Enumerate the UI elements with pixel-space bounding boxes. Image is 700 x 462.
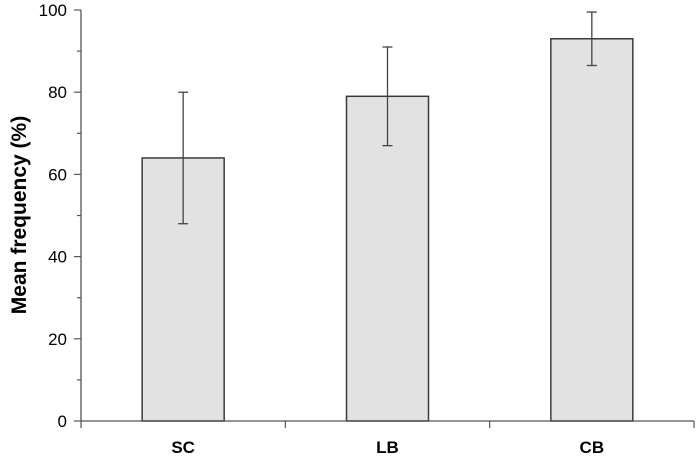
x-tick-label: LB	[376, 438, 399, 457]
bars-group	[141, 38, 634, 422]
y-tick-label: 100	[39, 1, 67, 20]
y-tick-label: 60	[48, 165, 67, 184]
bar-cb	[550, 38, 634, 422]
x-axis-labels: SC LB CB	[171, 438, 604, 457]
y-axis-title: Mean frequency (%)	[8, 116, 31, 314]
y-tick-label: 40	[48, 248, 67, 267]
y-axis-ticks: 0 20 40 60 80 100	[39, 1, 81, 431]
y-tick-label: 0	[58, 412, 67, 431]
x-tick-label: SC	[171, 438, 195, 457]
y-tick-label: 20	[48, 330, 67, 349]
error-bars-group	[178, 11, 597, 225]
axes-group	[80, 10, 695, 428]
x-tick-label: CB	[580, 438, 605, 457]
y-tick-label: 80	[48, 83, 67, 102]
bar-lb	[345, 95, 430, 422]
